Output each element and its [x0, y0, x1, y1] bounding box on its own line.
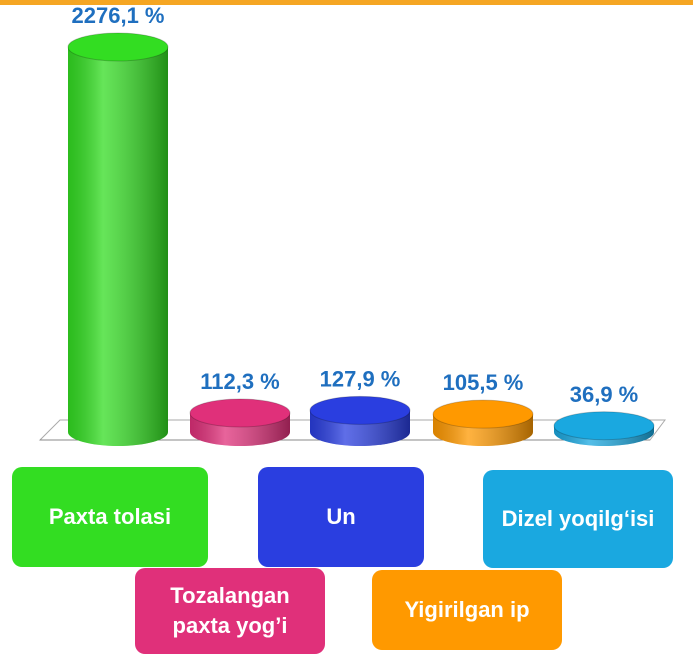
cylinder-top	[189, 398, 291, 428]
value-label: 105,5 %	[443, 370, 524, 395]
bar	[309, 395, 411, 446]
category-box: Dizel yoqilg‘isi	[483, 470, 673, 568]
cylinder-top	[553, 411, 655, 441]
bar	[189, 398, 291, 446]
category-box: Paxta tolasi	[12, 467, 208, 567]
value-label: 36,9 %	[570, 382, 639, 407]
cylinder-top	[309, 395, 411, 425]
category-box: Yigirilgan ip	[372, 570, 562, 650]
top-rule	[0, 0, 693, 5]
chart: 2276,1 % 112,3 % 127,9 % 105,5 % 36,9 %	[0, 0, 693, 446]
bar	[67, 32, 169, 446]
value-label: 112,3 %	[200, 369, 280, 394]
bar	[553, 411, 655, 446]
cylinder-top	[67, 32, 169, 62]
category-box: Un	[258, 467, 424, 567]
cylinder-top	[432, 399, 534, 429]
bar	[432, 399, 534, 446]
value-label: 127,9 %	[320, 366, 401, 391]
category-box: Tozalangan paxta yog’i	[135, 568, 325, 654]
cylinder-shade	[68, 47, 168, 446]
value-label: 2276,1 %	[72, 3, 165, 28]
